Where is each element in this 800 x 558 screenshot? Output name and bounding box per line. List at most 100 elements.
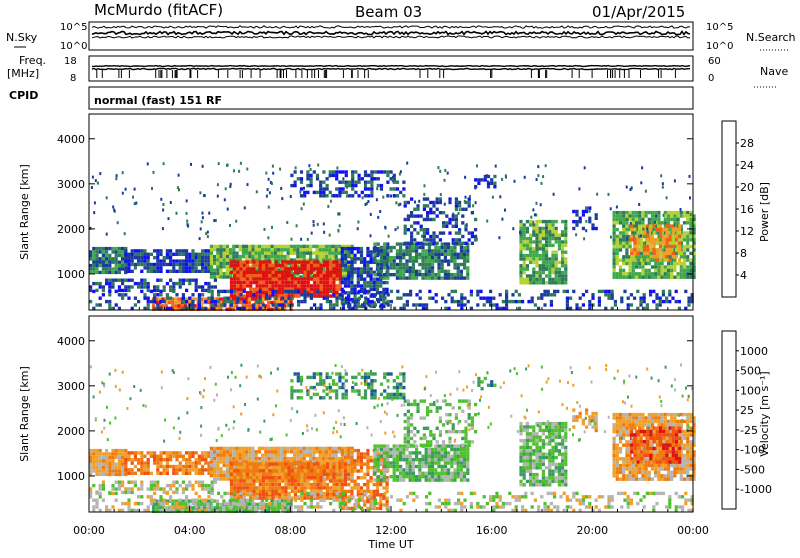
echo-cell [134, 481, 137, 484]
echo-cell [316, 260, 319, 263]
echo-cell [210, 275, 213, 278]
echo-cell [248, 255, 251, 258]
echo-cell [460, 297, 463, 300]
echo-cell [204, 484, 207, 487]
echo-cell [204, 266, 207, 269]
echo-cell [274, 457, 277, 460]
echo-cell [297, 490, 300, 493]
echo-cell [350, 281, 353, 284]
echo-cell [242, 457, 245, 460]
echo-cell [210, 255, 213, 258]
echo-cell [332, 284, 335, 287]
echo-cell [297, 486, 300, 489]
echo-cell [455, 221, 458, 224]
echo-cell [195, 259, 198, 262]
echo-cell [111, 267, 114, 270]
echo-cell [281, 476, 284, 479]
echo-cell [532, 234, 535, 237]
echo-cell [108, 473, 111, 476]
echo-cell [342, 177, 344, 180]
echo-cell [309, 245, 312, 248]
echo-cell [223, 258, 226, 261]
echo-cell [632, 272, 635, 275]
echo-cell [564, 220, 567, 223]
echo-cell [659, 224, 662, 227]
echo-cell [198, 468, 201, 471]
echo-cell [640, 238, 643, 241]
echo-cell [211, 285, 214, 288]
echo-cell [399, 256, 402, 259]
echo-cell [121, 247, 124, 250]
echo-cell [265, 281, 268, 284]
echo-cell [290, 245, 293, 248]
echo-cell [252, 303, 255, 306]
echo-cell [179, 253, 182, 256]
echo-cell [223, 262, 226, 265]
echo-cell [526, 278, 529, 281]
echo-cell [672, 235, 675, 238]
echo-cell [460, 263, 463, 266]
echo-cell [299, 255, 302, 258]
echo-cell [204, 270, 207, 273]
echo-cell [402, 194, 405, 197]
echo-cell [464, 176, 466, 179]
noise-left-tick-bottom: 10^0 [60, 41, 87, 52]
echo-cell [657, 211, 660, 214]
echo-cell [172, 290, 175, 293]
echo-cell [548, 257, 551, 260]
echo-cell [115, 456, 118, 459]
echo-cell [261, 252, 264, 255]
echo-cell [362, 196, 364, 199]
echo-cell [175, 481, 178, 484]
echo-cell [380, 276, 383, 279]
echo-cell [320, 264, 323, 267]
echo-cell [262, 274, 265, 277]
echo-cell [678, 300, 681, 303]
echo-cell [307, 293, 310, 296]
echo-cell [303, 454, 306, 457]
echo-cell [200, 227, 202, 230]
echo-cell [239, 447, 242, 450]
echo-cell [638, 221, 641, 224]
echo-cell [295, 166, 297, 169]
echo-cell [548, 274, 551, 277]
echo-cell [111, 459, 114, 462]
y-tick-label: 2000 [57, 223, 85, 236]
echo-cell [526, 237, 529, 240]
echo-cell [542, 257, 545, 260]
echo-cell [610, 207, 612, 210]
echo-cell [236, 490, 239, 493]
echo-cell [134, 484, 137, 487]
echo-cell [450, 249, 453, 252]
echo-cell [664, 272, 667, 275]
echo-cell [457, 263, 460, 266]
echo-cell [102, 466, 105, 469]
echo-cell [639, 297, 642, 300]
echo-cell [92, 290, 95, 293]
echo-cell [185, 266, 188, 269]
echo-cell [207, 282, 210, 285]
echo-cell [255, 457, 258, 460]
echo-cell [561, 274, 564, 277]
echo-cell [377, 249, 380, 252]
echo-cell [629, 218, 632, 221]
echo-cell [172, 270, 175, 273]
echo-cell [272, 277, 275, 280]
echo-cell [389, 273, 392, 276]
echo-cell [163, 256, 166, 259]
echo-cell [374, 293, 377, 296]
echo-cell [535, 230, 538, 233]
echo-cell [306, 184, 309, 187]
echo-cell [274, 503, 277, 506]
echo-cell [118, 463, 121, 466]
echo-cell [511, 300, 514, 303]
echo-cell [304, 473, 307, 476]
echo-cell [463, 303, 466, 306]
echo-cell [649, 245, 652, 248]
echo-cell [108, 303, 111, 306]
echo-cell [336, 264, 339, 267]
echo-cell [283, 245, 286, 248]
echo-cell [294, 170, 297, 173]
echo-cell [329, 486, 332, 489]
